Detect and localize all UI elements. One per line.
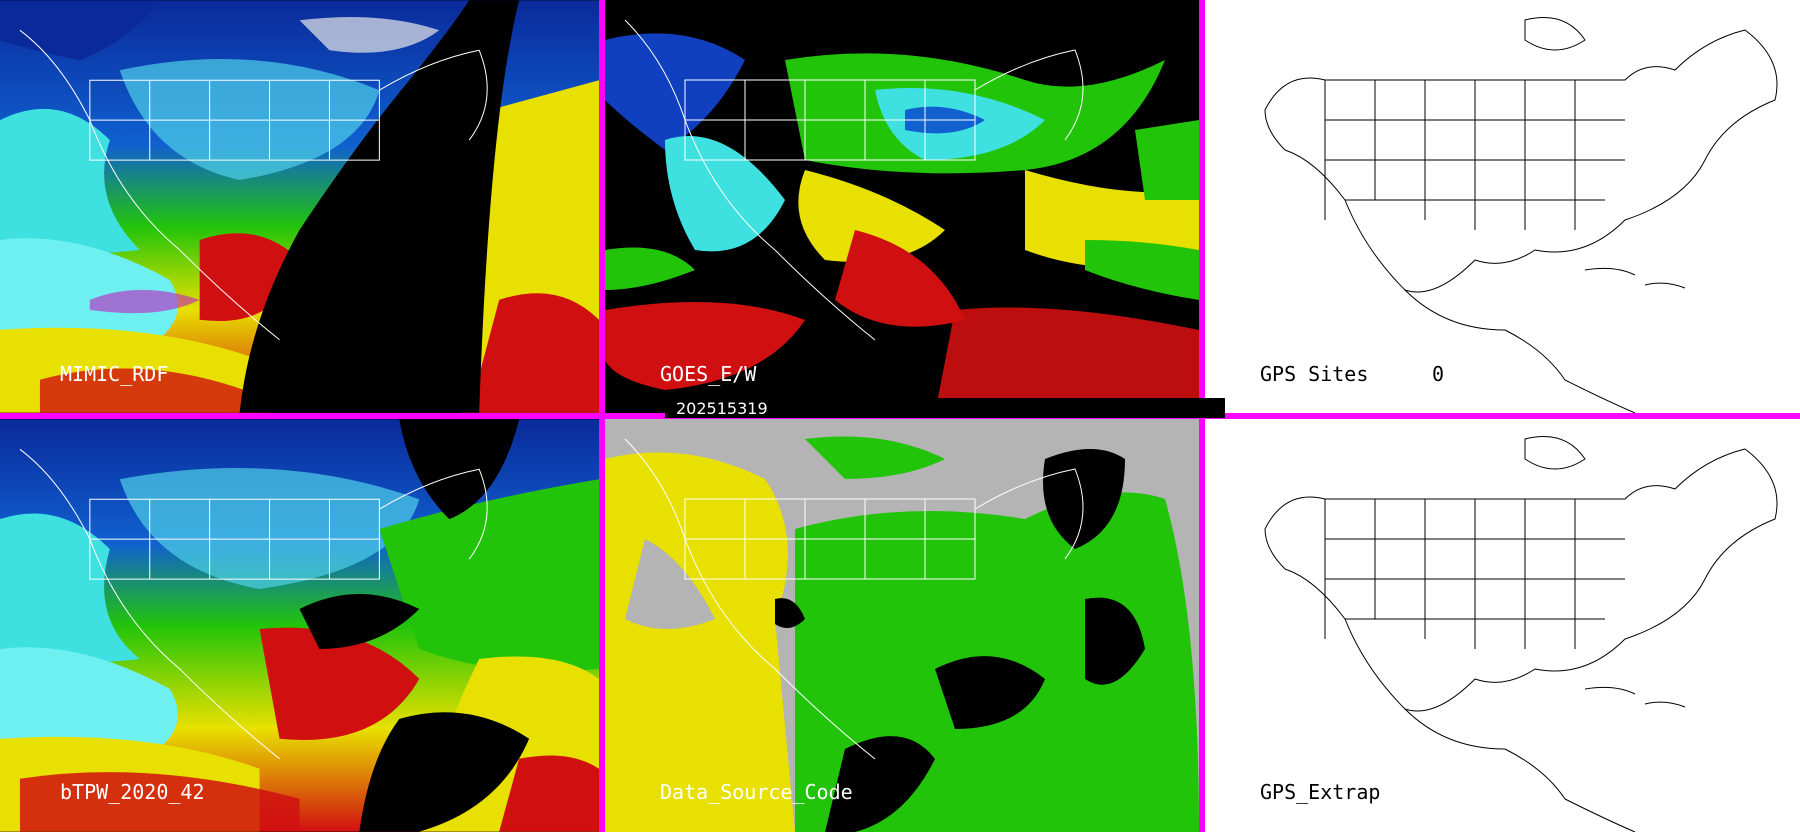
outline-map [1264,17,1778,413]
timestamp-label: 202515319 [676,399,768,418]
map-panel-mimic-rdf [0,0,599,413]
panel-label-btpw: bTPW_2020_42 [60,780,205,804]
map-panel-gps-extrap [1205,419,1800,832]
panel-label-gps-sites: GPS Sites [1260,362,1369,386]
goes-field-image [605,0,1199,413]
timestamp-bar [665,398,1225,418]
panel-label-gps-extrap: GPS_Extrap [1260,780,1381,804]
gps-sites-count: 0 [1432,362,1445,386]
map-panel-btpw [0,419,599,832]
tpw-field-image [0,0,599,413]
map-panel-gps-sites [1205,0,1800,413]
source-code-field-image [605,419,1199,832]
outline-map [1264,436,1778,832]
panel-label-mimic-rdf: MIMIC_RDF [60,362,169,386]
btpw-field-image [0,419,599,832]
map-panel-data-source-code [605,419,1199,832]
map-panel-goes-ew [605,0,1199,413]
panel-label-data-source-code: Data_Source_Code [660,780,853,804]
panel-label-goes-ew: GOES_E/W [660,362,757,386]
